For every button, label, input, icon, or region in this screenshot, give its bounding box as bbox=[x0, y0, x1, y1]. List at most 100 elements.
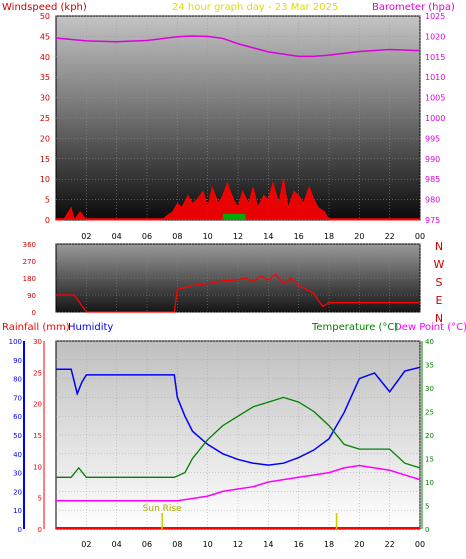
windspeed-tick-35: 35 bbox=[40, 73, 50, 82]
barometer-tick-975: 975 bbox=[425, 216, 440, 225]
temperature-line bbox=[56, 396, 421, 478]
barometer-tick-1010: 1010 bbox=[425, 73, 445, 82]
temperature-title: Temperature (°C) bbox=[311, 322, 398, 333]
temp-x-tick-22: 22 bbox=[385, 540, 395, 549]
humidity-tick-90: 90 bbox=[13, 357, 22, 365]
wind-time-axis: 02 04 06 08 10 12 14 16 18 20 22 00 bbox=[81, 232, 425, 241]
direction-tick-270: 270 bbox=[23, 258, 36, 266]
wind-x-tick-00: 00 bbox=[415, 232, 425, 241]
temperature-plot-grid bbox=[56, 340, 421, 530]
windspeed-axis-ticks: 0 5 10 15 20 25 30 35 40 45 50 bbox=[40, 12, 50, 225]
wind-direction-line bbox=[56, 273, 420, 313]
direction-axis-ticks: 360 270 180 90 0 bbox=[23, 241, 36, 317]
compass-label-n-0: N bbox=[435, 240, 443, 253]
direction-tick-180: 180 bbox=[23, 275, 36, 283]
wind-x-tick-18: 18 bbox=[324, 232, 334, 241]
calm-marker bbox=[222, 213, 246, 220]
direction-tick-0: 0 bbox=[32, 309, 36, 317]
temperature-tick-30: 30 bbox=[425, 385, 434, 393]
wind-x-tick-04: 04 bbox=[112, 232, 122, 241]
wind-x-tick-10: 10 bbox=[203, 232, 213, 241]
rainfall-tick-15: 15 bbox=[33, 432, 42, 440]
compass-label-n-4: N bbox=[435, 312, 443, 325]
temp-x-tick-10: 10 bbox=[203, 540, 213, 549]
temperature-tick-0: 0 bbox=[425, 526, 429, 534]
barometer-line bbox=[55, 35, 421, 58]
temp-x-tick-16: 16 bbox=[294, 540, 304, 549]
temp-x-tick-18: 18 bbox=[324, 540, 334, 549]
windspeed-tick-0: 0 bbox=[45, 216, 50, 225]
humidity-tick-60: 60 bbox=[13, 413, 22, 421]
dewpoint-title: Dew Point (°C) bbox=[394, 322, 466, 333]
temp-x-tick-06: 06 bbox=[142, 540, 152, 549]
temperature-tick-25: 25 bbox=[425, 409, 434, 417]
temp-x-tick-08: 08 bbox=[172, 540, 182, 549]
barometer-tick-990: 990 bbox=[425, 155, 440, 164]
windspeed-tick-20: 20 bbox=[40, 134, 50, 143]
humidity-tick-20: 20 bbox=[13, 488, 22, 496]
temperature-tick-15: 15 bbox=[425, 456, 434, 464]
windspeed-tick-10: 10 bbox=[40, 175, 50, 184]
windspeed-tick-5: 5 bbox=[45, 196, 50, 205]
wind-x-tick-06: 06 bbox=[142, 232, 152, 241]
barometer-axis-ticks: 975 980 985 990 995 1000 1005 1010 1015 1020 1025 bbox=[425, 12, 445, 225]
windspeed-tick-25: 25 bbox=[40, 114, 50, 123]
temperature-series-group bbox=[56, 366, 421, 529]
temp-x-tick-20: 20 bbox=[354, 540, 364, 549]
humidity-tick-50: 50 bbox=[13, 432, 22, 440]
temp-x-tick-12: 12 bbox=[233, 540, 243, 549]
windspeed-tick-40: 40 bbox=[40, 53, 50, 62]
barometer-tick-985: 985 bbox=[425, 175, 440, 184]
barometer-tick-995: 995 bbox=[425, 134, 440, 143]
rainfall-title: Rainfall (mm) bbox=[2, 322, 70, 333]
sun-markers bbox=[161, 513, 338, 529]
barometer-title: Barometer (hpa) bbox=[372, 2, 455, 13]
humidity-title: Humidity bbox=[68, 322, 113, 333]
wind-x-tick-12: 12 bbox=[233, 232, 243, 241]
windspeed-title: Windspeed (kph) bbox=[2, 2, 87, 13]
humidity-tick-10: 10 bbox=[13, 507, 22, 515]
temp-x-tick-02: 02 bbox=[81, 540, 91, 549]
wind-x-tick-22: 22 bbox=[385, 232, 395, 241]
wind-x-tick-20: 20 bbox=[354, 232, 364, 241]
wind-series-group bbox=[55, 35, 421, 222]
barometer-tick-1015: 1015 bbox=[425, 53, 445, 62]
rainfall-tick-20: 20 bbox=[33, 401, 42, 409]
temperature-tick-35: 35 bbox=[425, 362, 434, 370]
wind-x-tick-08: 08 bbox=[172, 232, 182, 241]
temp-x-tick-04: 04 bbox=[112, 540, 122, 549]
rainfall-tick-0: 0 bbox=[38, 526, 42, 534]
windspeed-tick-15: 15 bbox=[40, 155, 50, 164]
windspeed-tick-30: 30 bbox=[40, 94, 50, 103]
barometer-tick-1005: 1005 bbox=[425, 94, 445, 103]
compass-label-e-3: E bbox=[436, 294, 443, 307]
temp-x-tick-00: 00 bbox=[415, 540, 425, 549]
temp-x-tick-14: 14 bbox=[263, 540, 273, 549]
barometer-tick-1020: 1020 bbox=[425, 32, 445, 41]
barometer-tick-1000: 1000 bbox=[425, 114, 445, 123]
windspeed-tick-45: 45 bbox=[40, 32, 50, 41]
wind-x-tick-02: 02 bbox=[81, 232, 91, 241]
windspeed-line bbox=[56, 179, 420, 222]
temperature-tick-40: 40 bbox=[425, 338, 434, 346]
barometer-tick-1025: 1025 bbox=[425, 12, 445, 21]
humidity-tick-40: 40 bbox=[13, 451, 22, 459]
temperature-tick-10: 10 bbox=[425, 479, 434, 487]
rainfall-tick-30: 30 bbox=[33, 338, 42, 346]
compass-label-s-2: S bbox=[436, 276, 443, 289]
compass-label-w-1: W bbox=[434, 258, 445, 271]
humidity-tick-70: 70 bbox=[13, 394, 22, 402]
temperature-axes: 0 10 20 30 40 50 60 70 80 90 100 0 5 10 15 20 25 30 0 5 10 15… bbox=[9, 338, 434, 534]
rainfall-tick-25: 25 bbox=[33, 369, 42, 377]
temperature-time-axis: 02 04 06 08 10 12 14 16 18 20 22 00 bbox=[81, 540, 425, 549]
windspeed-tick-50: 50 bbox=[40, 12, 50, 21]
direction-tick-90: 90 bbox=[27, 292, 36, 300]
direction-tick-360: 360 bbox=[23, 241, 36, 249]
humidity-line bbox=[56, 366, 421, 466]
sunrise-label: Sun Rise bbox=[143, 504, 182, 514]
graph-date-title: 24 hour graph day - 23 Mar 2025 bbox=[172, 2, 338, 13]
barometer-tick-980: 980 bbox=[425, 196, 440, 205]
